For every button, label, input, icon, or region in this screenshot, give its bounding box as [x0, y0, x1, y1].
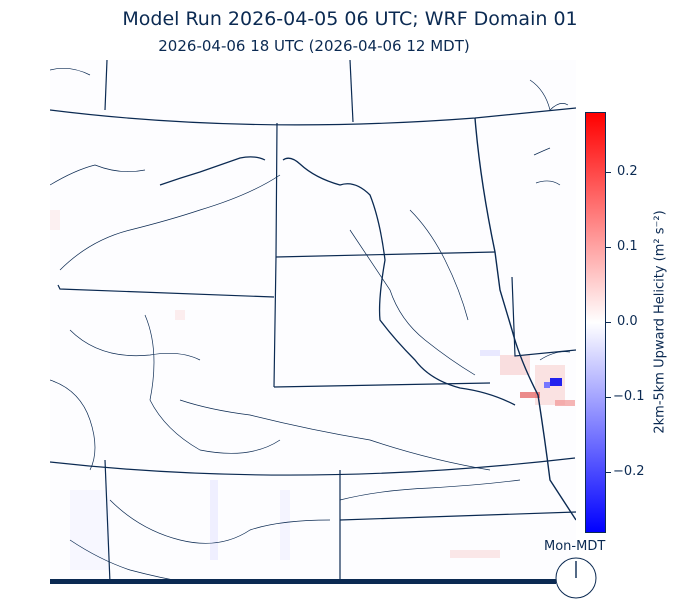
helicity-field: [50, 210, 575, 570]
colorbar-tick: [606, 472, 611, 473]
colorbar-tick-label: −0.1: [613, 389, 645, 404]
colorbar-tick: [606, 172, 611, 173]
state-borders: [50, 60, 576, 583]
colorbar-tick: [606, 322, 611, 323]
clock-label: Mon-MDT: [544, 539, 606, 554]
map-subtitle: 2026-04-06 18 UTC (2026-04-06 12 MDT): [158, 37, 470, 55]
colorbar: [585, 112, 606, 533]
colorbar-tick-label: 0.0: [617, 314, 638, 329]
map-panel: [50, 60, 576, 583]
colorbar-tick-label: −0.2: [613, 464, 645, 479]
colorbar-tick-label: 0.1: [617, 239, 638, 254]
clock-icon: [555, 557, 597, 599]
rivers: [50, 68, 576, 583]
map-title: Model Run 2026-04-05 06 UTC; WRF Domain …: [122, 8, 578, 30]
bottom-bar: [50, 579, 556, 584]
colorbar-tick: [606, 247, 611, 248]
colorbar-title: 2km-5km Upward Helicity (m² s⁻²): [652, 210, 668, 434]
colorbar-tick: [606, 397, 611, 398]
colorbar-tick-label: 0.2: [617, 164, 638, 179]
